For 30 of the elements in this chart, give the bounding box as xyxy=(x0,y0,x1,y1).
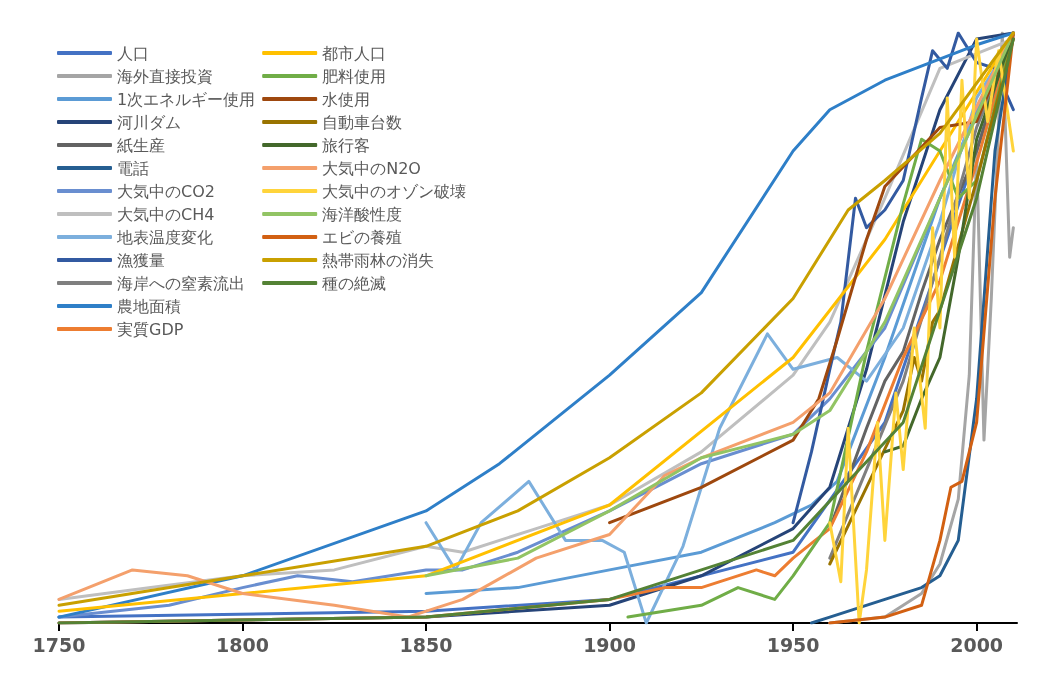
x-tick-label: 1800 xyxy=(216,633,269,656)
x-tick-label: 1950 xyxy=(766,633,820,656)
legend-label: 水使用 xyxy=(322,89,371,109)
legend-label: 都市人口 xyxy=(322,43,387,63)
legend-label: 海岸への窒素流出 xyxy=(117,273,245,293)
x-tick-label: 1750 xyxy=(32,633,86,656)
legend-label: 漁獲量 xyxy=(117,250,165,270)
legend-label: 河川ダム xyxy=(117,112,181,132)
x-tick-label: 2000 xyxy=(950,633,1004,656)
legend-label: 旅行客 xyxy=(322,135,371,155)
legend-label: 海洋酸性度 xyxy=(322,204,403,224)
legend-label: 肥料使用 xyxy=(322,66,387,86)
legend-label: 1次エネルギー使用 xyxy=(117,89,256,109)
legend-label: 大気中のCO2 xyxy=(117,181,215,201)
x-tick-label: 1900 xyxy=(583,633,637,656)
legend-label: 人口 xyxy=(117,43,149,63)
legend-label: 海外直接投資 xyxy=(117,66,213,86)
legend-label: エビの養殖 xyxy=(322,227,403,247)
x-tick-label: 1850 xyxy=(399,633,453,656)
legend-label: 大気中のオゾン破壊 xyxy=(322,181,467,201)
legend-label: 熱帯雨林の消失 xyxy=(322,250,435,270)
legend-label: 実質GDP xyxy=(117,319,184,339)
legend-label: 大気中のN2O xyxy=(322,158,421,178)
legend-label: 大気中のCH4 xyxy=(117,204,215,224)
legend-label: 紙生産 xyxy=(117,135,165,155)
legend-label: 農地面積 xyxy=(117,296,181,316)
legend-label: 種の絶滅 xyxy=(322,273,387,293)
legend-label: 電話 xyxy=(117,158,149,178)
legend-label: 自動車台数 xyxy=(322,112,403,132)
legend-label: 地表温度変化 xyxy=(116,227,213,247)
